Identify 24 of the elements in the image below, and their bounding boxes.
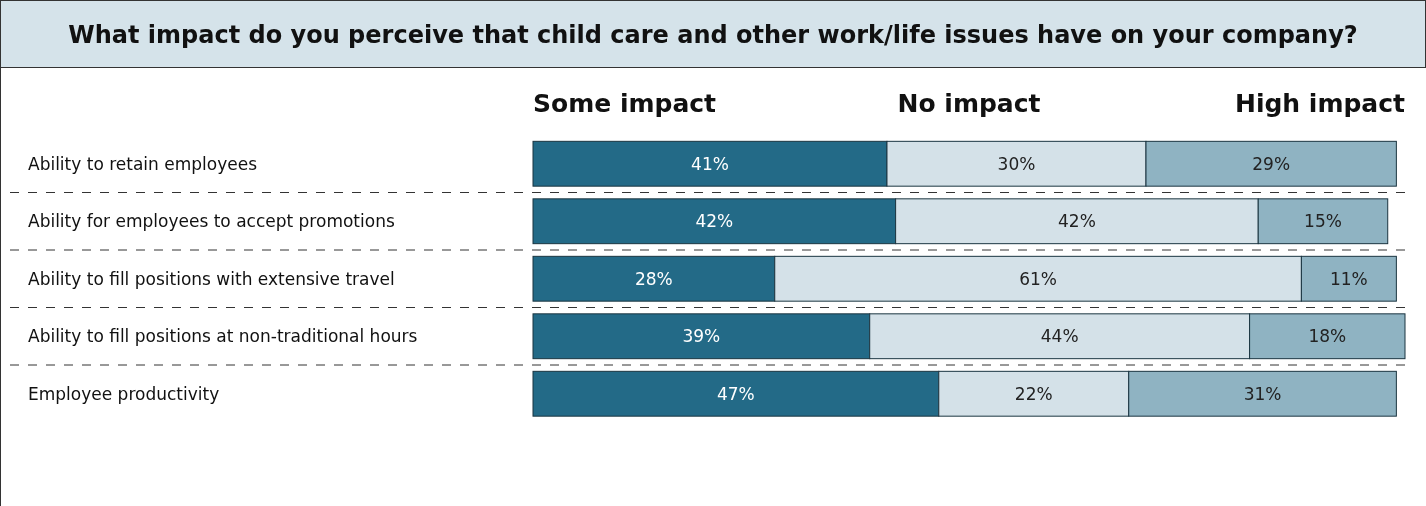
data-label: 30%	[997, 153, 1036, 174]
y-tick-label: Ability to fill positions with extensive travel	[28, 268, 395, 289]
data-label: 31%	[1243, 383, 1282, 404]
data-label: 11%	[1329, 268, 1368, 289]
chart-title: What impact do you perceive that child care and other work/life issues have on your company?	[68, 21, 1358, 49]
data-label: 22%	[1014, 383, 1053, 404]
data-label: 29%	[1252, 153, 1291, 174]
data-label: 39%	[682, 326, 721, 347]
data-label: 42%	[1058, 211, 1096, 232]
series-label: Some impact	[533, 89, 717, 118]
series-label: No impact	[897, 89, 1041, 118]
data-label: 18%	[1308, 326, 1347, 347]
data-label: 47%	[716, 383, 755, 404]
y-tick-label: Employee productivity	[28, 383, 220, 404]
y-tick-label: Ability to fill positions at non-traditional hours	[28, 326, 418, 347]
data-label: 28%	[634, 268, 673, 289]
y-tick-label: Ability to retain employees	[28, 153, 258, 174]
data-label: 44%	[1040, 326, 1079, 347]
series-label: High impact	[1234, 89, 1406, 118]
data-label: 42%	[695, 211, 734, 232]
data-label: 15%	[1304, 211, 1342, 232]
y-tick-label: Ability for employees to accept promotions	[28, 211, 395, 232]
data-label: 41%	[691, 153, 729, 174]
data-label: 61%	[1019, 268, 1057, 289]
